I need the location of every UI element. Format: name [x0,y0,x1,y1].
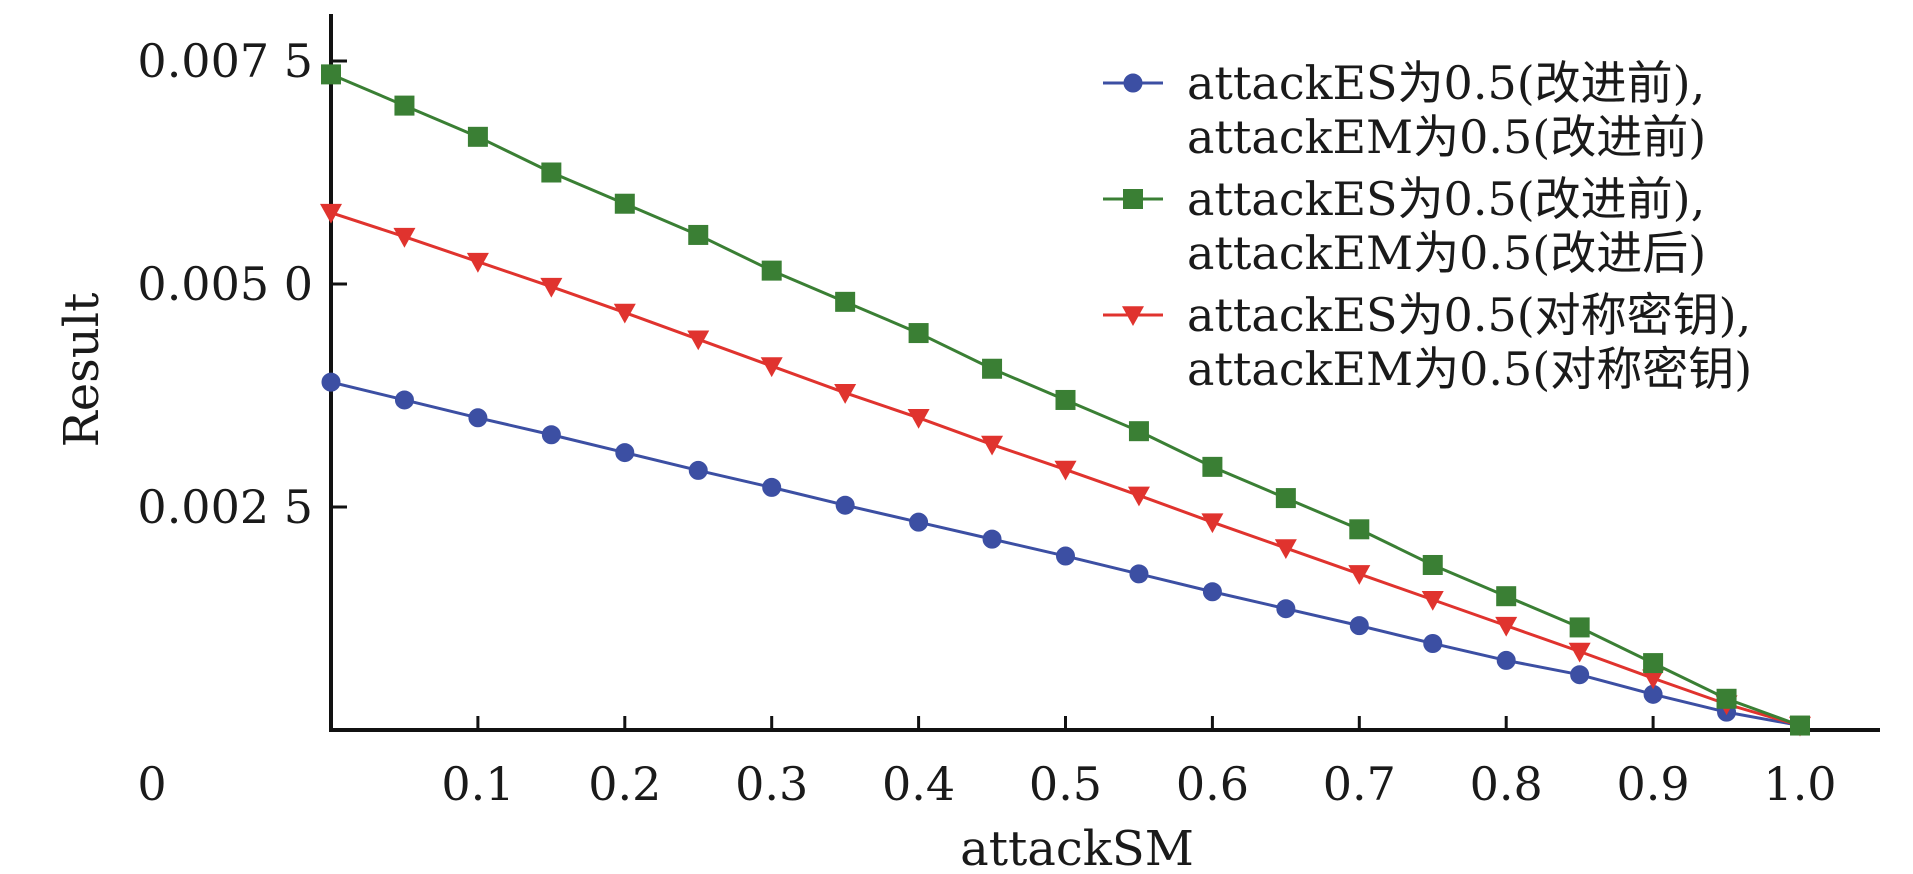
series-circle [321,372,1810,736]
data-point [1274,539,1297,560]
data-point [835,495,855,515]
data-point [1642,669,1665,690]
data-point [1275,488,1296,509]
data-point [762,477,782,497]
data-point [1056,546,1075,566]
y-axis-title: Result [54,293,110,448]
data-point [982,529,1002,549]
data-point [1421,590,1444,611]
legend-marker [1123,73,1143,93]
data-point [909,512,929,532]
data-point [1202,582,1222,602]
legend-marker [1123,189,1143,209]
legend-entry: attackES为0.5(对称密钥),attackEM为0.5(对称密钥) [1103,288,1752,396]
data-point [1128,421,1149,442]
data-point [1422,554,1443,575]
data-point [688,460,708,480]
data-point [321,372,341,392]
data-point [1348,565,1371,585]
data-point [394,390,414,410]
data-point [540,277,563,298]
data-point [908,323,929,344]
data-point [466,252,489,273]
legend-label: attackEM为0.5(改进前) [1187,110,1706,164]
x-tick-label: 0.4 [882,757,955,811]
y-ticks: 0.002 5 0.005 0 0.007 5 [137,34,347,534]
x-tick-label: 0.8 [1470,757,1543,811]
data-point [1496,586,1517,607]
data-point [1570,665,1590,685]
data-point [320,203,342,224]
legend-label: attackES为0.5(对称密钥), [1187,288,1751,342]
data-point [1790,715,1810,736]
data-point [541,425,561,445]
data-point [1127,486,1150,507]
x-tick-label: 0.1 [441,757,514,811]
legend-entry: attackES为0.5(改进前),attackEM为0.5(改进前) [1103,56,1706,164]
data-point [614,193,635,214]
x-tick-label: 0.3 [735,757,808,811]
data-point [1568,642,1591,663]
x-ticks: 0.1 0.2 0.3 0.4 0.5 0.6 0.7 0.8 0.9 1.0 [441,716,1837,811]
legend-label: attackEM为0.5(改进后) [1187,226,1706,280]
data-point [907,409,930,429]
y-tick-label: 0.007 5 [137,34,313,88]
data-point [687,330,710,351]
data-point [981,435,1004,456]
x-tick-label: 0.7 [1323,757,1396,811]
data-point [394,95,415,116]
x-tick-label: 0.6 [1176,757,1249,811]
plot-series [320,64,1811,737]
data-point [761,260,782,281]
x-tick-label: 0.5 [1029,757,1102,811]
data-point [688,224,709,245]
data-point [1129,564,1149,584]
legend-entry: attackES为0.5(改进前),attackEM为0.5(改进后) [1103,172,1706,280]
x-axis-title: attackSM [960,821,1194,874]
legend-label: attackEM为0.5(对称密钥) [1187,342,1752,396]
data-point [468,408,488,428]
data-point [321,64,341,85]
legend: attackES为0.5(改进前),attackEM为0.5(改进前)attac… [1103,56,1752,396]
data-point [1643,653,1664,674]
y-tick-label: 0.005 0 [137,257,313,311]
x-tick-label: 0.2 [588,757,661,811]
data-point [1569,617,1590,638]
legend-marker [1122,306,1144,326]
data-point [1496,650,1516,670]
series-triangle-down [320,203,1811,737]
x-tick-label: 0.9 [1617,757,1690,811]
origin-label: 0 [137,757,166,811]
data-point [1276,599,1296,619]
x-tick-label: 1.0 [1763,757,1836,811]
data-point [1423,633,1443,653]
data-point [541,162,562,183]
data-point [393,227,416,248]
data-point [1349,519,1370,540]
data-point [1201,513,1224,534]
data-point [1055,389,1076,410]
data-point [613,303,636,324]
axes: 0 attackSM Result [54,14,1880,874]
legend-label: attackES为0.5(改进前), [1187,172,1705,226]
legend-label: attackES为0.5(改进前), [1187,56,1705,110]
series-square [321,64,1810,736]
data-point [467,126,488,147]
data-point [982,358,1003,379]
data-point [835,291,856,312]
data-point [1349,616,1369,636]
data-point [1202,456,1223,477]
data-point [1716,688,1737,709]
data-point [1495,616,1518,637]
data-point [615,443,635,463]
y-tick-label: 0.002 5 [137,480,313,534]
data-point [1054,460,1077,481]
data-point [834,384,857,404]
data-point [760,357,783,378]
